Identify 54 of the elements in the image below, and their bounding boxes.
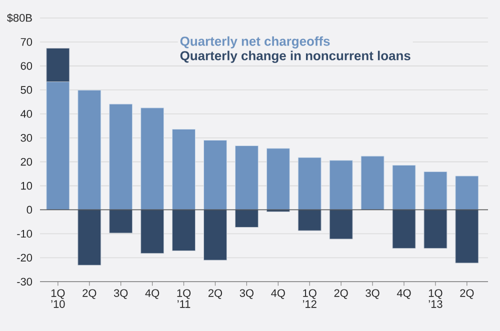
- text: Quarterly change in noncurrent loans: [180, 50, 410, 63]
- x-tick-label: 3Q: [366, 289, 380, 299]
- bar: [46, 48, 70, 82]
- y-tick-label: -10: [17, 230, 32, 238]
- x-tick-label: 4Q: [396, 289, 411, 299]
- bar: [329, 160, 353, 210]
- x-tick-label: 2Q: [208, 289, 222, 299]
- x-tick-label: 1Q ’10: [51, 289, 65, 308]
- bar: [392, 210, 416, 249]
- bar: [204, 210, 227, 260]
- bar: [424, 171, 448, 210]
- bar: [298, 210, 322, 231]
- bar: [360, 156, 384, 210]
- bar: [298, 157, 322, 210]
- bar: [172, 210, 196, 252]
- bar: [109, 104, 133, 210]
- y-tick-label: 10: [21, 182, 32, 190]
- y-tick-label: 0: [26, 206, 32, 214]
- y-tick-label: $80B: [7, 14, 32, 22]
- x-tick-label: 4Q: [145, 289, 160, 299]
- bar: [424, 210, 448, 249]
- x-tick-label: 2Q: [82, 289, 96, 299]
- x-tick-label: 1Q ’11: [177, 289, 191, 308]
- y-tick-label: 60: [20, 62, 32, 70]
- bar: [455, 210, 479, 264]
- bar: [266, 148, 290, 210]
- bar: [234, 210, 258, 228]
- x-tick-label: 4Q: [271, 289, 285, 299]
- x-tick-label: 3Q: [114, 289, 128, 299]
- bar: [46, 82, 70, 210]
- y-tick-label: 70: [20, 38, 32, 46]
- bar: [234, 146, 258, 210]
- bar: [329, 210, 353, 240]
- x-tick-label: 1Q ’12: [302, 289, 316, 308]
- bar: [78, 210, 102, 266]
- x-tick-label: 3Q: [240, 289, 254, 299]
- bar: [172, 128, 196, 210]
- y-tick-label: 30: [20, 134, 32, 142]
- x-tick-label: 1Q ’13: [428, 289, 442, 308]
- bar: [140, 210, 164, 254]
- y-tick-label: 20: [20, 158, 32, 166]
- y-tick-label: -30: [17, 278, 32, 286]
- y-tick-label: 50: [20, 86, 32, 94]
- x-tick-label: 2Q: [334, 289, 348, 299]
- y-tick-label: 40: [20, 110, 32, 118]
- bar: [140, 108, 164, 210]
- text: Quarterly net chargeoffs: [180, 36, 330, 48]
- bar: [78, 90, 102, 210]
- x-tick-label: 2Q: [460, 289, 474, 299]
- y-tick-label: -20: [17, 254, 32, 262]
- bar: [204, 140, 227, 210]
- bar: [392, 164, 416, 210]
- bar: [109, 210, 133, 234]
- bar: [455, 176, 479, 210]
